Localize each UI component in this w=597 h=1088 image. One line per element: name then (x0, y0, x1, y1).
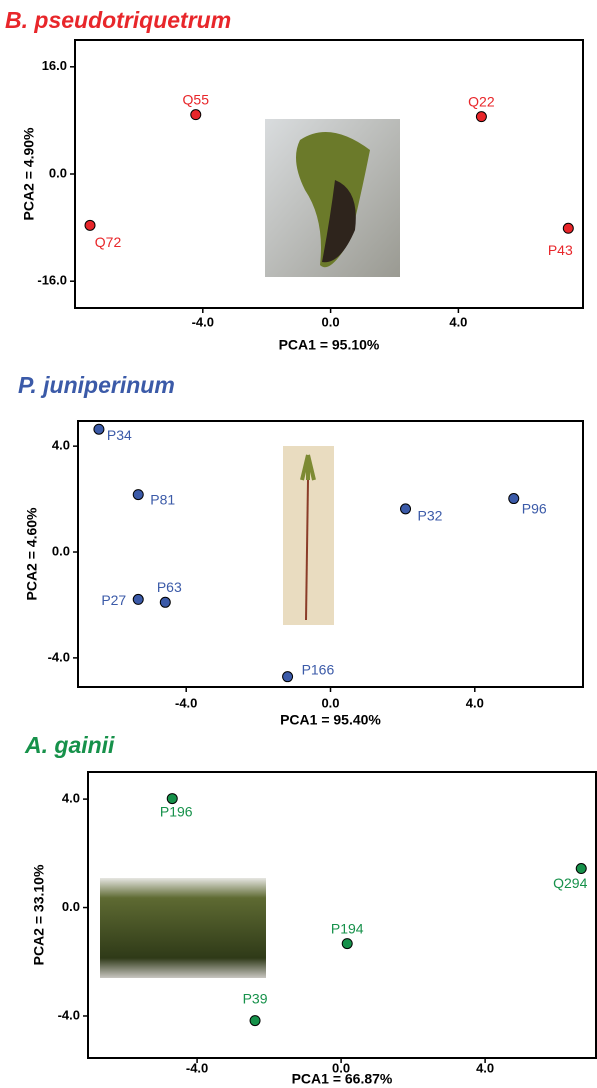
point (509, 494, 519, 504)
y-tick-label: 0.0 (52, 543, 70, 558)
point (94, 424, 104, 434)
x-axis-label: PCA1 = 95.10% (279, 337, 380, 353)
x-tick-label: 4.0 (466, 695, 484, 710)
x-tick-label: -4.0 (186, 1060, 208, 1075)
point (563, 223, 573, 233)
point (576, 864, 586, 874)
point (250, 1016, 260, 1026)
point-label: P39 (243, 990, 268, 1006)
x-tick-label: -4.0 (192, 314, 214, 329)
point (133, 594, 143, 604)
photo-moss-3 (100, 878, 266, 978)
point-label: Q55 (183, 91, 210, 107)
y-tick-label: -16.0 (37, 273, 67, 288)
chart-title: P. juniperinum (18, 372, 175, 398)
point (160, 597, 170, 607)
chart-title: B. pseudotriquetrum (5, 7, 231, 33)
point (476, 112, 486, 122)
point-label: P63 (157, 579, 182, 595)
y-tick-label: 4.0 (62, 791, 80, 806)
x-tick-label: -4.0 (175, 695, 197, 710)
x-axis-label: PCA1 = 95.40% (280, 712, 381, 728)
point-label: Q294 (553, 875, 587, 891)
point-label: P34 (107, 427, 132, 443)
chart-title: A. gainii (24, 732, 115, 758)
page: B. pseudotriquetrum -4.0 0.0 4.0 16.0 0.0 -16.… (0, 0, 597, 1088)
figure: B. pseudotriquetrum -4.0 0.0 4.0 16.0 0.0 -16.… (0, 0, 597, 1088)
y-tick-label: -4.0 (58, 1007, 80, 1022)
y-tick-label: 4.0 (52, 438, 70, 453)
photo-moss-1 (265, 119, 400, 277)
point-label: P166 (302, 661, 335, 677)
point-label: P32 (418, 508, 443, 524)
point-label: P96 (522, 500, 547, 516)
point (191, 110, 201, 120)
y-tick-label: -4.0 (48, 649, 70, 664)
y-tick-label: 0.0 (62, 899, 80, 914)
y-axis-label: PCA2 = 4.90% (21, 127, 37, 221)
x-axis-label: PCA1 = 66.87% (292, 1071, 393, 1087)
point-label: P81 (150, 491, 175, 507)
y-axis-label: PCA2 = 33.10% (31, 864, 47, 965)
point (167, 794, 177, 804)
point (401, 504, 411, 514)
y-tick-label: 0.0 (49, 165, 67, 180)
point-label: P27 (101, 592, 126, 608)
point-label: P196 (160, 803, 193, 819)
x-tick-label: 4.0 (476, 1060, 494, 1075)
x-tick-label: 0.0 (321, 695, 339, 710)
point (283, 672, 293, 682)
x-tick-label: 0.0 (322, 314, 340, 329)
point (85, 220, 95, 230)
x-tick-label: 4.0 (449, 314, 467, 329)
point (342, 939, 352, 949)
point-label: P194 (331, 920, 364, 936)
photo-moss-2 (283, 446, 334, 625)
point-label: Q22 (468, 93, 495, 109)
point-label: P43 (548, 242, 573, 258)
point-label: Q72 (95, 234, 122, 250)
point (133, 490, 143, 500)
y-axis-label: PCA2 = 4.60% (24, 507, 40, 601)
y-tick-label: 16.0 (42, 58, 67, 73)
